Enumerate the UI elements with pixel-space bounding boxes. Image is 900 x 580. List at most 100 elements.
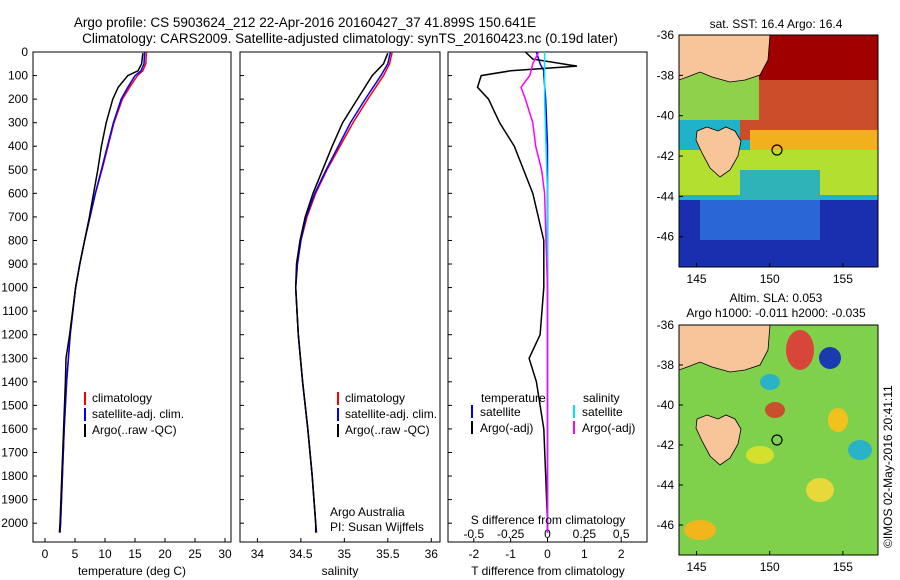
profile-location-marker [771,434,783,446]
tasmania [695,414,742,466]
depth-tick-label: 500 [8,163,28,177]
lat-tick-label: -42 [657,438,675,452]
sla-low-anomaly [760,374,780,390]
lat-tick-label: -44 [657,189,675,203]
sst-teal-region [740,170,820,200]
depth-tick-label: 2000 [1,516,28,530]
legend-label: climatology [92,391,152,405]
series-line [59,51,146,533]
temperature-panel-frame [32,51,232,543]
temperature-legend: climatology satellite-adj. clim. Argo(..… [84,391,184,437]
tasmania [695,126,742,178]
profile-location-marker [771,144,783,156]
series-line [520,51,549,533]
credit-line-2: PI: Susan Wijffels [330,520,424,534]
lat-tick-label: -36 [657,318,675,332]
x-tick-label: 5 [72,547,79,561]
s-tick-label: 0.25 [573,527,597,541]
difference-series [476,51,578,533]
series-line [59,51,148,533]
depth-tick-label: 100 [8,69,28,83]
x-tick-label: 34.5 [289,547,313,561]
series-line [476,51,578,533]
x-tick-label: 1 [581,547,588,561]
depth-tick-label: 1300 [1,351,28,365]
difference-x-axis: -2 -1 0 1 2 -0.5 -0.25 0 0.25 0.5 [463,527,629,561]
depth-tick-label: 300 [8,116,28,130]
s-tick-label: -0.5 [463,527,484,541]
lon-tick-label: 145 [687,560,707,574]
depth-tick-label: 1800 [1,469,28,483]
sla-high-anomaly [828,408,848,432]
legend-temp-title: temperature [481,391,546,405]
sla-map-frame [678,324,879,556]
mainland [679,35,771,83]
footer-timestamp: ©IMOS 02-May-2016 20:41:11 [881,385,895,548]
legend-label: satellite [582,405,623,419]
lat-tick-label: -42 [657,149,675,163]
salinity-panel-frame [239,51,441,543]
series-line [58,53,144,533]
sla-high-anomaly [786,330,814,370]
depth-tick-label: 400 [8,139,28,153]
mainland [679,325,771,373]
depth-tick-label: 1100 [2,304,28,318]
lon-tick-label: 155 [833,272,853,286]
temperature-x-label: temperature (deg C) [78,564,186,578]
sla-low-anomaly [819,347,841,369]
lat-tick-label: -38 [657,358,675,372]
series-line [294,51,392,533]
lon-tick-label: 150 [760,272,780,286]
x-tick-label: 34 [251,547,265,561]
lat-tick-label: -38 [657,68,675,82]
sst-map [678,34,879,268]
depth-tick-label: 200 [8,92,28,106]
depth-tick-label: 700 [8,210,28,224]
sst-map-frame [678,34,879,268]
salinity-legend: climatology satellite-adj. clim. Argo(..… [330,391,437,534]
sla-low-anomaly [848,440,872,460]
x-tick-label: -2 [468,547,479,561]
credit-line-1: Argo Australia [330,505,405,519]
lon-tick-label: 155 [833,560,853,574]
depth-tick-label: 1900 [1,493,28,507]
x-tick-label: 35.5 [376,547,400,561]
lon-tick-label: 150 [760,560,780,574]
x-tick-label: 36 [425,547,439,561]
legend-label: satellite-adj. clim. [345,407,437,421]
depth-tick-label: 1700 [1,445,28,459]
legend-sal-title: salinity [583,391,620,405]
depth-tick-label: 600 [8,186,28,200]
lat-tick-label: -46 [657,518,675,532]
sla-high-anomaly [684,520,716,540]
lat-tick-label: -44 [657,478,675,492]
depth-tick-label: 0 [21,45,28,59]
x-tick-label: 20 [158,547,172,561]
legend-label: climatology [345,391,405,405]
lat-tick-label: -46 [657,230,675,244]
sla-map-title-1: Altim. SLA: 0.053 [730,291,823,305]
salinity-x-axis: 34 34.5 35 35.5 36 [251,538,439,561]
legend-label: Argo(-adj) [480,421,533,435]
x-tick-label: 30 [218,547,232,561]
difference-x-label: T difference from climatology [471,564,625,578]
sst-cool-region [700,200,820,240]
depth-tick-label: 1200 [1,328,28,342]
legend-label: satellite-adj. clim. [92,407,184,421]
x-tick-label: 2 [618,547,625,561]
x-tick-label: 0 [42,547,49,561]
series-line [294,52,389,533]
difference-legend: temperature salinity satellite Argo(-adj… [471,391,635,435]
x-tick-label: 35 [338,547,352,561]
sla-high-anomaly [806,478,834,502]
sla-high-anomaly [746,446,774,464]
lat-tick-label: -36 [657,28,675,42]
s-tick-label: 0.5 [613,527,630,541]
difference-top-label: S difference from climatology [471,513,626,527]
salinity-x-label: salinity [322,564,359,578]
depth-tick-label: 900 [8,257,28,271]
map-axes: -36 -38 -40 -42 -44 -46 145 150 155 -36 -38 -40 -42 -… [657,28,854,574]
s-tick-label: -0.25 [497,527,525,541]
sla-map-title-2: Argo h1000: -0.011 h2000: -0.035 [686,306,866,320]
